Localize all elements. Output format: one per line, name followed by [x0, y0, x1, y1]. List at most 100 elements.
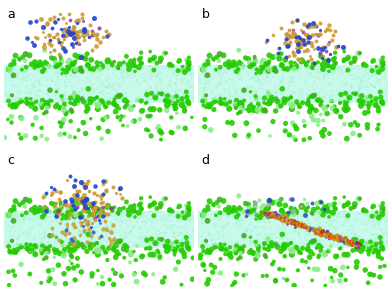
Point	[8, 63, 14, 68]
Point	[76, 229, 82, 233]
Point	[267, 228, 274, 233]
Point	[270, 119, 276, 124]
Point	[13, 209, 19, 213]
Point	[207, 64, 213, 69]
Point	[172, 235, 178, 240]
Point	[270, 212, 276, 217]
Point	[267, 211, 273, 215]
Point	[18, 116, 25, 121]
Point	[94, 84, 101, 88]
Point	[96, 102, 102, 107]
Point	[74, 193, 80, 197]
Point	[62, 72, 69, 76]
Point	[355, 88, 361, 93]
Point	[127, 260, 133, 264]
Point	[373, 248, 379, 253]
Point	[182, 243, 189, 247]
Point	[98, 60, 104, 65]
Point	[171, 253, 178, 257]
Point	[266, 206, 272, 211]
Point	[323, 74, 329, 79]
Point	[327, 68, 334, 73]
Point	[354, 262, 360, 267]
Point	[336, 66, 342, 71]
Point	[98, 78, 104, 83]
Point	[253, 90, 259, 95]
Point	[302, 61, 309, 65]
Point	[242, 56, 249, 60]
Point	[117, 94, 123, 99]
Point	[14, 237, 20, 242]
Point	[323, 231, 329, 235]
Point	[72, 96, 78, 101]
Point	[231, 222, 238, 227]
Point	[318, 200, 324, 204]
Point	[22, 197, 29, 202]
Bar	[4, 211, 194, 248]
Point	[299, 100, 306, 105]
Point	[202, 99, 208, 103]
Point	[75, 197, 81, 202]
Point	[237, 110, 243, 114]
Point	[147, 85, 153, 90]
Point	[69, 247, 75, 251]
Point	[181, 68, 188, 72]
Point	[94, 60, 100, 65]
Point	[297, 95, 303, 99]
Point	[350, 248, 356, 253]
Point	[185, 212, 191, 217]
Point	[161, 197, 167, 201]
Point	[309, 242, 315, 247]
Point	[265, 64, 271, 69]
Point	[123, 79, 129, 84]
Point	[13, 98, 19, 102]
Point	[106, 96, 113, 101]
Point	[283, 218, 289, 222]
Point	[240, 66, 247, 70]
Point	[134, 244, 140, 248]
Point	[174, 102, 180, 106]
Point	[204, 87, 211, 92]
Point	[56, 52, 62, 56]
Point	[143, 231, 150, 235]
Point	[121, 74, 127, 79]
Point	[257, 91, 263, 95]
Point	[94, 32, 100, 36]
Point	[290, 49, 296, 54]
Point	[285, 210, 292, 215]
Point	[55, 63, 62, 68]
Point	[198, 221, 205, 225]
Point	[60, 97, 66, 102]
Point	[33, 79, 40, 84]
Point	[221, 86, 227, 90]
Point	[250, 75, 257, 80]
Point	[85, 210, 91, 215]
Point	[8, 233, 14, 238]
Point	[105, 216, 111, 221]
Point	[266, 210, 272, 215]
Point	[203, 93, 209, 98]
Point	[186, 201, 192, 206]
Point	[171, 72, 177, 76]
Point	[354, 245, 361, 249]
Point	[28, 238, 34, 243]
Point	[318, 112, 324, 117]
Point	[378, 63, 385, 67]
Point	[331, 234, 337, 238]
Point	[45, 64, 51, 69]
Point	[329, 220, 335, 224]
Point	[315, 66, 321, 71]
Point	[176, 227, 182, 231]
Point	[232, 133, 238, 138]
Point	[368, 79, 374, 84]
Point	[336, 235, 343, 240]
Point	[218, 223, 225, 228]
Point	[59, 217, 65, 222]
Point	[15, 222, 22, 226]
Point	[72, 98, 78, 103]
Point	[251, 220, 257, 224]
Point	[53, 237, 59, 242]
Point	[218, 224, 224, 229]
Point	[276, 226, 283, 231]
Point	[260, 244, 266, 249]
